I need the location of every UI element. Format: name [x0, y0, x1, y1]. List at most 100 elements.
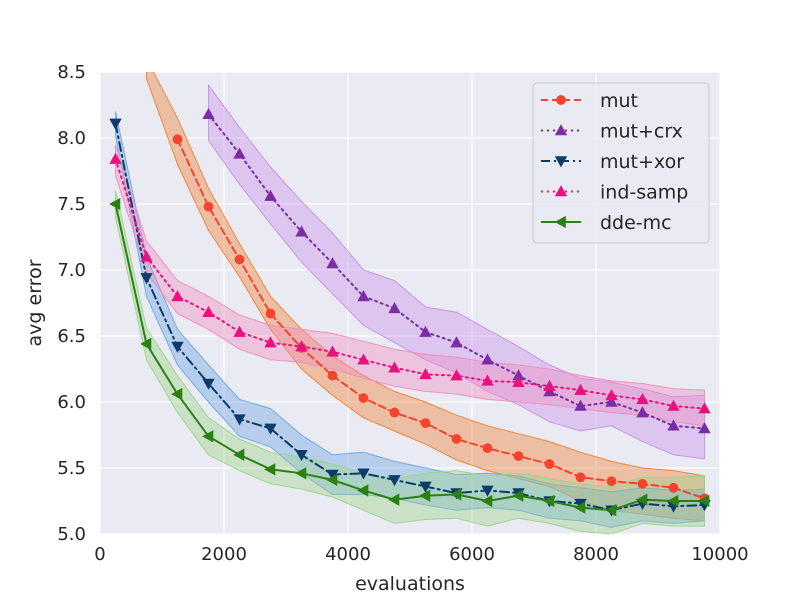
x-tick-label: 2000	[201, 544, 247, 565]
mut-marker	[544, 459, 555, 469]
series-markers	[109, 107, 711, 517]
ind-samp-marker	[233, 325, 246, 337]
dde-mc-marker	[698, 494, 710, 508]
legend-label-mut-xor: mut+xor	[600, 151, 684, 173]
legend-ind-samp-marker	[554, 185, 568, 197]
ind-samp-marker	[543, 379, 556, 391]
mut-marker	[513, 451, 524, 462]
dde-mc-marker	[636, 493, 648, 506]
dde-mc-marker	[605, 504, 617, 517]
ind-samp-marker	[357, 353, 370, 365]
dde-mc-marker	[109, 197, 121, 211]
mut-crx-marker	[202, 107, 215, 120]
ind-samp-marker	[140, 250, 153, 262]
mut-xor-marker	[233, 414, 246, 426]
ind-samp-marker	[202, 305, 215, 318]
ind-samp-marker	[481, 374, 494, 386]
mut-line	[176, 138, 706, 500]
legend-mut-marker	[556, 95, 566, 105]
y-tick-label: 6.0	[57, 392, 86, 413]
legend-label-ind-samp: ind-samp	[600, 182, 688, 204]
y-tick-label: 5.0	[57, 524, 86, 545]
dde-mc-marker	[264, 463, 276, 476]
dde-mc-marker	[357, 484, 369, 497]
ind-samp-marker	[450, 369, 463, 381]
mut-xor-marker	[202, 378, 215, 390]
ind-samp-marker	[512, 375, 525, 388]
y-tick-label: 7.0	[57, 260, 86, 281]
dde-mc-marker	[233, 448, 245, 461]
mut-crx-marker	[233, 147, 246, 159]
legend: mut mut+crx mut+xor ind-samp dde-mc	[532, 82, 710, 244]
x-tick-label: 8000	[573, 544, 619, 565]
mut-xor-marker	[419, 481, 432, 493]
mut-crx-marker	[295, 225, 308, 237]
x-axis-label: evaluations	[355, 573, 465, 595]
mut-crx-marker	[326, 257, 339, 269]
dde-mc-marker	[326, 473, 338, 487]
ind-samp-marker	[574, 383, 587, 395]
mut-marker	[637, 478, 648, 489]
ind-samp-marker	[636, 393, 649, 405]
dde-mc-marker	[419, 489, 431, 502]
dde-mc-marker	[202, 430, 214, 443]
mut-marker	[420, 418, 431, 429]
mut-crx-marker	[698, 422, 711, 434]
mut-marker	[668, 482, 679, 493]
dde-mc-marker	[388, 493, 400, 506]
mut-marker	[389, 407, 400, 418]
ind-samp-marker	[326, 345, 339, 357]
mut-crx-marker	[388, 301, 401, 314]
dde-mc-marker	[450, 488, 462, 501]
x-tick-label: 10000	[691, 544, 748, 565]
mut-crx-marker	[357, 290, 370, 302]
ind-samp-marker	[667, 399, 680, 411]
mut-marker	[203, 201, 214, 212]
dde-mc-marker	[574, 501, 586, 514]
mut-marker	[358, 393, 369, 403]
legend-box	[532, 82, 710, 244]
y-tick-label: 8.5	[57, 62, 86, 83]
mut-crx-marker	[667, 419, 680, 431]
grid-lines	[99, 71, 721, 535]
dde-mc-marker	[295, 467, 307, 480]
mut-xor-marker	[264, 423, 277, 435]
ind-samp-marker	[605, 389, 618, 401]
mut-xor-marker	[295, 449, 308, 462]
ind-samp-marker	[698, 402, 711, 414]
ind-samp-marker	[388, 361, 401, 373]
mut-marker	[451, 434, 462, 444]
mut-marker	[575, 472, 586, 483]
mut-xor-marker	[109, 118, 122, 130]
mut-marker	[606, 476, 617, 487]
mut-crx-marker	[264, 189, 277, 201]
tick-labels: 0 2000 4000 6000 8000 10000 5.0 5.5 6.0 6.5 7.0 7.5…	[57, 62, 748, 565]
mut-crx-band	[208, 83, 705, 460]
ind-samp-marker	[171, 290, 184, 302]
mut-crx-marker	[419, 325, 432, 337]
ind-samp-marker	[264, 336, 277, 348]
mut-marker	[327, 370, 338, 381]
legend-dde-mc-marker	[554, 215, 566, 229]
mut-crx-marker	[605, 395, 618, 407]
legend-mut-xor-marker	[554, 156, 568, 168]
x-tick-label: 4000	[325, 544, 371, 565]
x-tick-label: 6000	[449, 544, 495, 565]
mut-xor-marker	[388, 475, 401, 487]
y-tick-label: 7.5	[57, 194, 86, 215]
legend-label-mut: mut	[600, 90, 638, 112]
mut-marker	[172, 134, 183, 145]
ind-samp-marker	[419, 367, 432, 380]
mut-xor-marker	[481, 485, 494, 497]
dde-mc-marker	[512, 489, 524, 502]
mut-crx-marker	[450, 336, 463, 348]
y-axis-label: avg error	[24, 259, 46, 346]
legend-mut-crx-marker	[554, 124, 568, 136]
mut-marker	[234, 254, 245, 265]
dde-mc-marker	[481, 494, 493, 508]
y-tick-label: 8.0	[57, 128, 86, 149]
y-tick-label: 5.5	[57, 458, 86, 479]
dde-mc-marker	[171, 387, 183, 401]
mut-marker	[482, 443, 493, 454]
